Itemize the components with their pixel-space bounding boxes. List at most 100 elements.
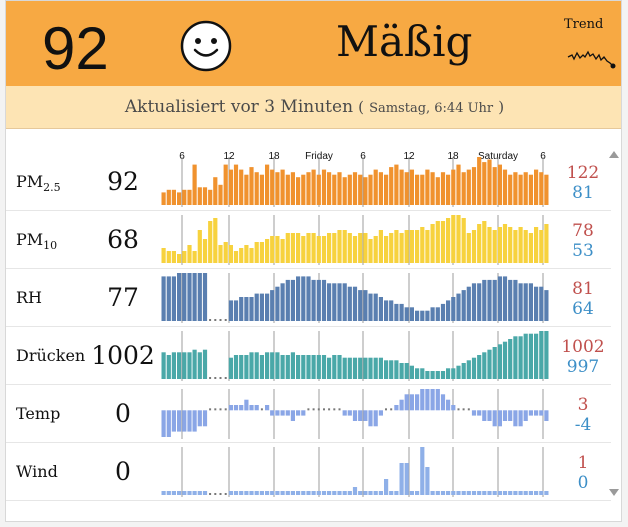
spark-bar [161, 491, 166, 495]
metric-value: 0 [115, 457, 131, 486]
spark-bar [337, 355, 342, 379]
spark-bar [466, 169, 471, 205]
spark-bar [451, 297, 456, 321]
spark-bar [296, 233, 301, 263]
spark-bar [270, 491, 275, 495]
spark-bar [446, 399, 451, 411]
spark-bar [534, 169, 539, 205]
spark-bar [384, 236, 389, 263]
spark-bar [296, 355, 301, 379]
spark-bar [332, 233, 337, 263]
metric-row-rh[interactable]: RH 77 81 64 [6, 269, 611, 327]
spark-bar [192, 491, 197, 495]
spark-bar [166, 491, 171, 495]
spark-bar [399, 169, 404, 205]
spark-bar [394, 360, 399, 379]
spark-bar [239, 405, 244, 411]
spark-bar [409, 394, 414, 411]
spark-bar [244, 174, 249, 205]
spark-bar [244, 245, 249, 263]
spark-bar [223, 242, 228, 263]
gap-dot [209, 377, 212, 379]
spark-bar [420, 310, 425, 321]
spark-bar [544, 331, 549, 379]
spark-bar [306, 491, 311, 495]
spark-bar [373, 169, 378, 205]
spark-bar [228, 245, 233, 263]
spark-bar [187, 352, 192, 379]
spark-bar [508, 410, 513, 421]
spark-bar [265, 491, 270, 495]
metric-row-temp[interactable]: Temp 0 3 -4 [6, 385, 611, 443]
gap-dot [467, 408, 470, 411]
spark-bar [311, 355, 316, 379]
spark-bar [192, 273, 197, 321]
spark-bar [321, 355, 327, 379]
spark-bar [420, 389, 425, 411]
spark-bar [399, 399, 404, 411]
spark-bar [233, 405, 239, 411]
spark-bar [420, 174, 425, 205]
metric-row-pm25[interactable]: PM2.5 92 122 81 [6, 153, 611, 211]
gap-dot [209, 319, 212, 321]
spark-bar [435, 307, 440, 321]
spark-bar [513, 410, 518, 427]
spark-bar [378, 491, 383, 495]
spark-bar [523, 333, 528, 379]
spark-bar [337, 230, 342, 263]
spark-bar [435, 491, 440, 495]
sparkline-pm10 [161, 215, 549, 265]
spark-bar [389, 491, 394, 495]
spark-bar [347, 286, 352, 321]
spark-bar [440, 303, 446, 321]
spark-bar [471, 410, 477, 416]
spark-bar [415, 230, 420, 263]
spark-bar [311, 233, 316, 263]
spark-bar [202, 491, 208, 495]
spark-bar [482, 352, 487, 379]
spark-bar [523, 172, 528, 205]
spark-bar [171, 251, 176, 263]
spark-bar [497, 227, 502, 263]
spark-bar [446, 491, 451, 495]
spark-bar [487, 227, 492, 263]
spark-bar [311, 279, 316, 321]
spark-bar [518, 174, 523, 205]
spark-bar [518, 410, 523, 427]
spark-bar [166, 410, 171, 437]
spark-bar [508, 491, 513, 495]
gap-dot [462, 408, 465, 411]
gap-dot [317, 408, 320, 411]
spark-bar [513, 336, 518, 379]
spark-bar [389, 233, 394, 263]
axis-tick: 18 [268, 151, 280, 162]
spark-bar [275, 491, 280, 495]
metric-min: 81 [572, 183, 594, 203]
spark-bar [487, 159, 492, 205]
spark-bar [534, 410, 539, 416]
spark-bar [177, 273, 182, 321]
spark-bar [471, 357, 477, 379]
spark-bar [301, 491, 306, 495]
metric-row-pressure[interactable]: Drücken 1002 1002 997 [6, 327, 611, 385]
spark-bar [161, 276, 166, 321]
spark-bar [249, 248, 254, 263]
spark-bar [347, 233, 352, 263]
spark-bar [254, 242, 259, 263]
spark-bar [218, 184, 223, 205]
trend-label[interactable]: Trend [564, 17, 604, 32]
metric-max: 81 [572, 279, 594, 299]
trend-icon[interactable] [566, 43, 616, 71]
scrollbar[interactable] [607, 147, 621, 517]
spark-bar [285, 410, 290, 416]
spark-bar [415, 310, 420, 321]
gap-dot [385, 408, 387, 411]
metric-row-wind[interactable]: Wind 0 1 0 [6, 443, 611, 501]
spark-bar [430, 389, 435, 411]
spark-bar [425, 467, 430, 495]
metric-row-pm10[interactable]: PM10 68 78 53 [6, 211, 611, 269]
spark-bar [197, 491, 202, 495]
spark-bar [420, 368, 425, 379]
spark-bar [352, 286, 358, 321]
spark-bar [440, 491, 446, 495]
